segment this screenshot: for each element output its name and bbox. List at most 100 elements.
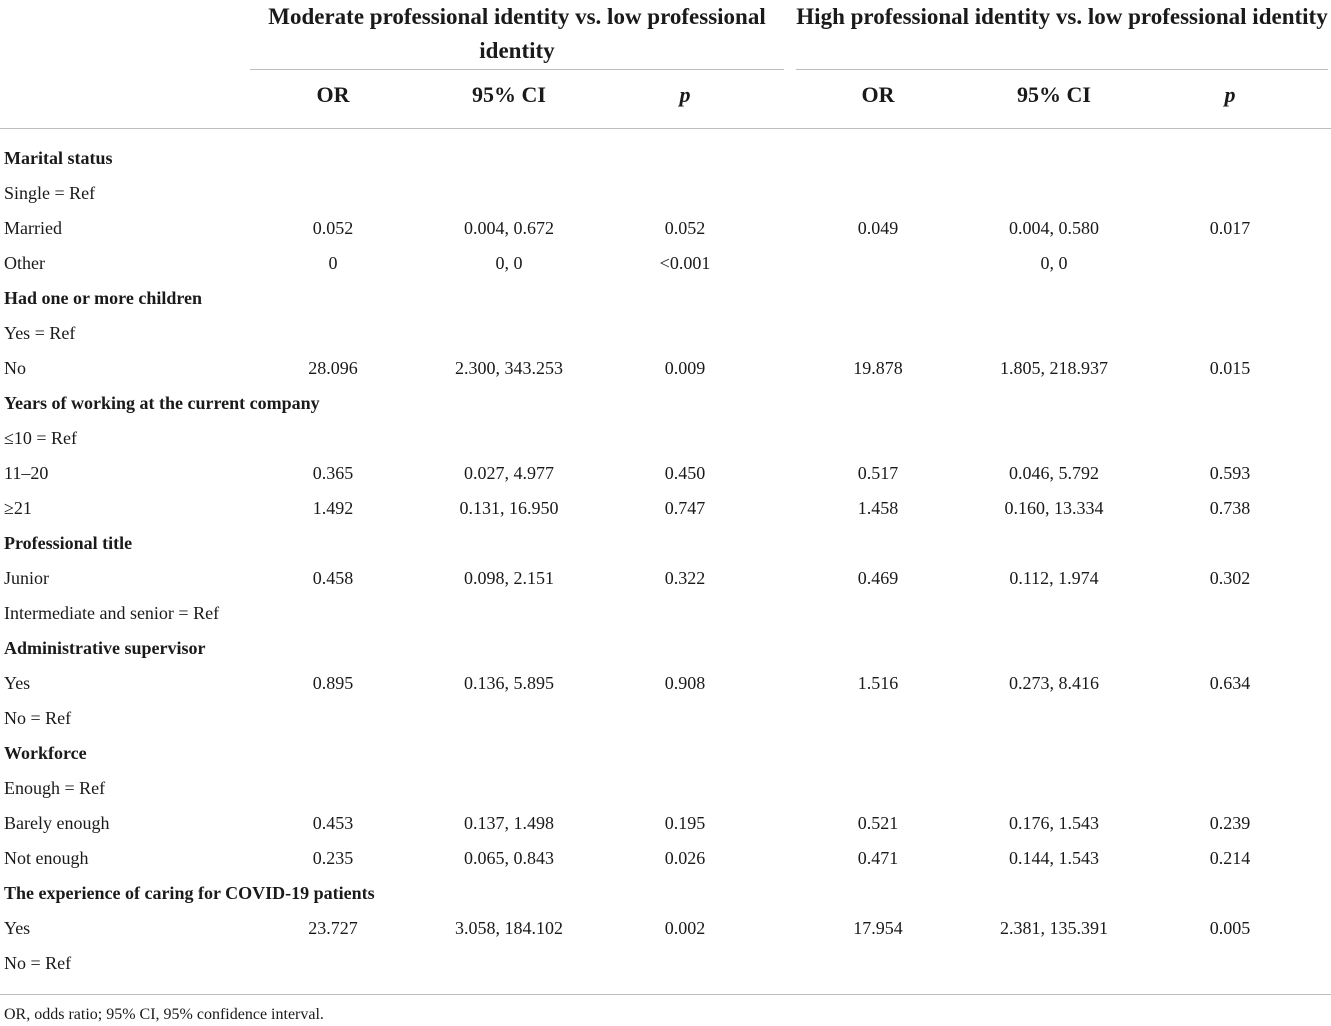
table-cell: 0.453 (312, 813, 354, 833)
table-cell: <0.001 (659, 253, 711, 273)
group-header-moderate-vs-low: Moderate professional identity vs. low p… (268, 4, 766, 63)
row-label: No = Ref (4, 953, 72, 973)
table-cell: 0.322 (664, 568, 706, 588)
section-label: Administrative supervisor (4, 638, 206, 658)
table-cell: 0.015 (1209, 358, 1251, 378)
table-cell: 0.365 (312, 463, 354, 483)
row-label: Other (4, 253, 45, 273)
table-cell: 28.096 (308, 358, 358, 378)
table-cell: 0.469 (857, 568, 899, 588)
table-cell: 0.458 (312, 568, 354, 588)
table-cell: 0.302 (1209, 568, 1251, 588)
row-label: ≥21 (4, 498, 32, 518)
table-section-header: Marital status (0, 141, 1331, 176)
row-label: Intermediate and senior = Ref (4, 603, 220, 623)
table-cell: 0.027, 4.977 (464, 463, 554, 483)
table-cell: 0.026 (664, 848, 706, 868)
row-label: Single = Ref (4, 183, 96, 203)
table-cell: 1.516 (857, 673, 899, 693)
group-underline-high (796, 69, 1328, 70)
table-cell: 0.112, 1.974 (1009, 568, 1099, 588)
table-cell: 0.004, 0.672 (464, 218, 554, 238)
section-label: The experience of caring for COVID-19 pa… (4, 883, 375, 903)
table-section-header: Workforce (0, 736, 1331, 771)
section-label: Years of working at the current company (4, 393, 320, 413)
section-label: Marital status (4, 148, 113, 168)
table-cell: 1.805, 218.937 (1000, 358, 1108, 378)
col-header-or-moderate: OR (316, 82, 350, 107)
table-footnote: OR, odds ratio; 95% CI, 95% confidence i… (4, 1006, 324, 1023)
table-cell: 0.137, 1.498 (464, 813, 554, 833)
table-row: No 28.096 2.300, 343.253 0.009 19.878 1.805, … (0, 351, 1331, 386)
table-cell: 19.878 (853, 358, 903, 378)
table-section-header: Professional title (0, 526, 1331, 561)
row-label: Married (4, 218, 62, 238)
table-row: No = Ref (0, 946, 1331, 981)
table-row: Yes 23.727 3.058, 184.102 0.002 17.954 2.381,… (0, 911, 1331, 946)
table-cell: 0, 0 (495, 253, 523, 273)
section-label: Workforce (4, 743, 87, 763)
table-row: Yes 0.895 0.136, 5.895 0.908 1.516 0.273, 8.4… (0, 666, 1331, 701)
row-label: Yes (4, 673, 31, 693)
group-header-high-vs-low: High professional identity vs. low profe… (796, 4, 1328, 29)
row-label: Barely enough (4, 813, 110, 833)
section-label: Had one or more children (4, 288, 202, 308)
table-cell: 0.747 (664, 498, 706, 518)
table-cell: 0.634 (1209, 673, 1251, 693)
table-cell: 0.052 (312, 218, 354, 238)
group-underline-moderate (250, 69, 784, 70)
table-cell: 0.176, 1.543 (1009, 813, 1099, 833)
table-cell: 0.273, 8.416 (1009, 673, 1099, 693)
col-header-or-high: OR (861, 82, 895, 107)
table-cell: 0.521 (857, 813, 899, 833)
bottom-rule (0, 994, 1331, 995)
table-cell: 0.009 (664, 358, 706, 378)
table-cell: 1.458 (857, 498, 899, 518)
table-cell: 0.738 (1209, 498, 1251, 518)
table-row: Other 0 0, 0 <0.001 0, 0 (0, 246, 1331, 281)
table-cell: 0.195 (664, 813, 706, 833)
table-cell: 0.471 (857, 848, 899, 868)
table-cell: 0.214 (1209, 848, 1251, 868)
table-section-header: Had one or more children (0, 281, 1331, 316)
table-cell: 0.005 (1209, 918, 1251, 938)
table-cell: 3.058, 184.102 (455, 918, 563, 938)
table-cell: 0.002 (664, 918, 706, 938)
table-cell: 0.895 (312, 673, 354, 693)
table-cell: 0.160, 13.334 (1004, 498, 1104, 518)
row-label: Yes = Ref (4, 323, 76, 343)
col-header-p-moderate: p (679, 82, 691, 107)
table-row: Junior 0.458 0.098, 2.151 0.322 0.469 0.112, … (0, 561, 1331, 596)
table-row: No = Ref (0, 701, 1331, 736)
table-cell: 0.049 (857, 218, 899, 238)
table-row: Enough = Ref (0, 771, 1331, 806)
table-cell: 0.239 (1209, 813, 1251, 833)
table-row: ≤10 = Ref (0, 421, 1331, 456)
table-cell: 2.300, 343.253 (455, 358, 563, 378)
table-section-header: The experience of caring for COVID-19 pa… (0, 876, 1331, 911)
table-cell: 0.052 (664, 218, 706, 238)
row-label: 11–20 (4, 463, 49, 483)
table-cell: 0.004, 0.580 (1009, 218, 1099, 238)
table-cell: 0.098, 2.151 (464, 568, 554, 588)
table-cell: 0.450 (664, 463, 706, 483)
table-row: Single = Ref (0, 176, 1331, 211)
table-cell: 0.065, 0.843 (464, 848, 554, 868)
header-rule (0, 128, 1331, 129)
table-cell: 0.131, 16.950 (459, 498, 559, 518)
table-cell: 17.954 (853, 918, 903, 938)
table-section-header: Years of working at the current company (0, 386, 1331, 421)
col-header-ci-high: 95% CI (1017, 82, 1091, 107)
table-cell: 2.381, 135.391 (1000, 918, 1108, 938)
row-label: No = Ref (4, 708, 72, 728)
table-cell: 0.517 (857, 463, 899, 483)
table-cell: 0.144, 1.543 (1009, 848, 1099, 868)
row-label: No (4, 358, 26, 378)
section-label: Professional title (4, 533, 133, 553)
row-label: Junior (4, 568, 49, 588)
table-cell: 1.492 (312, 498, 354, 518)
table-row: Married 0.052 0.004, 0.672 0.052 0.049 0.004,… (0, 211, 1331, 246)
table-row: ≥21 1.492 0.131, 16.950 0.747 1.458 0.160, 13… (0, 491, 1331, 526)
table-row: Barely enough 0.453 0.137, 1.498 0.195 0.521… (0, 806, 1331, 841)
table-cell: 0.235 (312, 848, 354, 868)
